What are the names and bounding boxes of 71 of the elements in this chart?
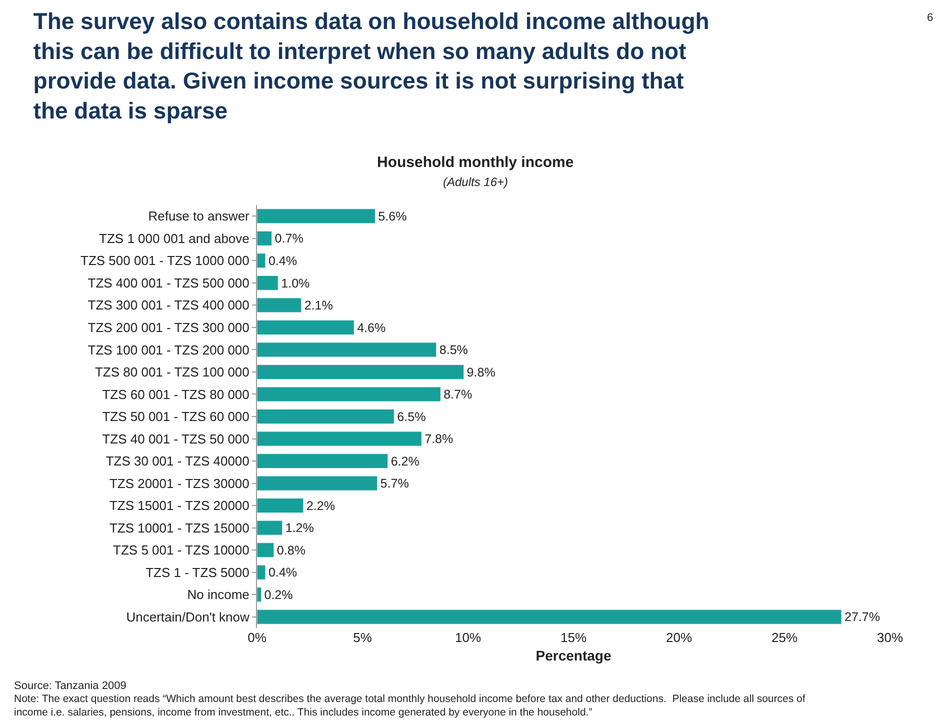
x-tick-label: 15% xyxy=(560,630,587,645)
y-tick-label: TZS 1 - TZS 5000 xyxy=(146,564,250,580)
data-label: 5.6% xyxy=(378,209,407,224)
data-label: 8.5% xyxy=(439,343,468,358)
y-tick-label: TZS 50 001 - TZS 60 000 xyxy=(102,409,250,424)
bar xyxy=(257,564,266,580)
bar xyxy=(257,609,842,624)
data-label: 1.0% xyxy=(281,276,310,290)
y-tick-label: No income xyxy=(187,587,250,602)
data-label: 2.1% xyxy=(304,298,333,313)
source-note: Source: Tanzania 2009 xyxy=(14,680,126,692)
bar xyxy=(257,298,302,313)
data-label: 0.2% xyxy=(264,588,293,602)
bar xyxy=(257,253,266,268)
x-tick-label: 0% xyxy=(248,630,267,645)
y-tick-label: TZS 20001 - TZS 30000 xyxy=(109,476,250,491)
bar xyxy=(257,409,394,424)
x-tick-label: 30% xyxy=(876,630,904,645)
data-label: 0.7% xyxy=(274,232,304,246)
y-tick-label: TZS 15001 - TZS 20000 xyxy=(109,498,250,514)
bar xyxy=(257,476,378,491)
y-tick-label: TZS 400 001 - TZS 500 000 xyxy=(88,275,250,290)
bar xyxy=(257,342,437,358)
x-tick-label: 25% xyxy=(771,630,798,645)
bar xyxy=(257,364,464,380)
x-tick-label: 5% xyxy=(353,630,372,645)
y-tick-label: TZS 40 001 - TZS 50 000 xyxy=(102,431,250,446)
x-tick-label: 20% xyxy=(666,630,692,645)
data-label: 7.8% xyxy=(424,432,454,446)
y-tick-label: Uncertain/Don't know xyxy=(126,609,250,624)
data-label: 0.4% xyxy=(268,566,298,580)
y-tick-label: TZS 10001 - TZS 15000 xyxy=(109,520,250,536)
bar xyxy=(257,230,272,246)
data-label: 4.6% xyxy=(357,320,386,335)
x-tick-label: 10% xyxy=(454,630,482,645)
y-tick-label: TZS 100 001 - TZS 200 000 xyxy=(88,342,250,358)
chart-title: The survey also contains data on household income although this can be difficult to interpret when so many adults do not provide data. Given income sources it is not surprising that the data is sparse xyxy=(33,8,710,124)
data-label: 27.7% xyxy=(844,610,880,624)
y-tick-label: TZS 500 001 - TZS 1000 000 xyxy=(80,253,250,268)
chart-subtitle: Household monthly income xyxy=(377,154,574,171)
text: Note: The exact question reads “Which amount best describes the average total monthly household income before tax and other deductions. Please include all sources of income i.e. salaries, pensions, income from investment, etc.. This includes income generated by everyone in the household.” xyxy=(14,693,806,719)
data-label: 6.5% xyxy=(397,410,426,424)
y-tick-label: TZS 60 001 - TZS 80 000 xyxy=(102,386,250,402)
bar xyxy=(257,386,441,402)
y-tick-label: TZS 30 001 - TZS 40000 xyxy=(106,454,250,469)
bar xyxy=(257,275,278,290)
bar xyxy=(257,454,388,469)
bar xyxy=(257,208,376,224)
bar xyxy=(257,587,262,602)
y-tick-label: TZS 5 001 - TZS 10000 xyxy=(113,542,250,558)
text: 6 xyxy=(927,12,934,24)
bar xyxy=(257,498,304,514)
data-label: 6.2% xyxy=(390,454,420,468)
y-tick-label: TZS 300 001 - TZS 400 000 xyxy=(88,298,250,313)
data-label: 5.7% xyxy=(380,476,409,491)
data-label: 0.4% xyxy=(268,254,298,268)
bar xyxy=(257,542,274,558)
data-label: 0.8% xyxy=(276,543,306,558)
x-axis-title: Percentage xyxy=(536,647,612,664)
data-label: 8.7% xyxy=(444,388,472,402)
y-tick-label: Refuse to answer xyxy=(148,208,250,224)
data-label: 1.2% xyxy=(285,521,314,536)
y-tick-label: TZS 80 001 - TZS 100 000 xyxy=(94,364,250,380)
y-tick-label: TZS 1 000 001 and above xyxy=(99,230,250,246)
bar xyxy=(257,431,422,446)
y-tick-label: TZS 200 001 - TZS 300 000 xyxy=(88,320,250,335)
data-label: 9.8% xyxy=(466,365,496,380)
bar xyxy=(257,520,283,536)
text: (Adults 16+) xyxy=(443,175,508,189)
data-label: 2.2% xyxy=(306,498,335,513)
bar xyxy=(257,320,354,335)
